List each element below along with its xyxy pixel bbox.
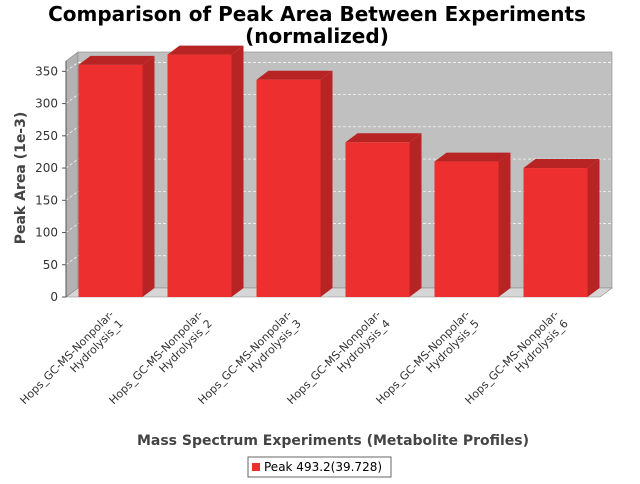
- bar-top: [345, 133, 422, 143]
- bar-top: [523, 159, 600, 169]
- gridline-diagonal: [65, 62, 79, 72]
- bar: [434, 161, 499, 297]
- bar: [345, 142, 410, 297]
- bar-top: [167, 45, 244, 55]
- legend-frame: [247, 456, 392, 478]
- chart-title: Comparison of Peak Area Between Experime…: [48, 2, 586, 26]
- bar-top: [434, 152, 511, 162]
- bar: [523, 168, 588, 297]
- y-tick-label: 300: [35, 97, 58, 111]
- y-tick-label: 150: [35, 193, 58, 207]
- y-axis-label: Peak Area (1e-3): [13, 112, 29, 245]
- bar-top: [78, 55, 155, 65]
- gridline-diagonal: [65, 223, 79, 233]
- bar-side: [231, 45, 244, 297]
- bar-side: [587, 159, 600, 297]
- y-tick-label: 50: [43, 258, 58, 272]
- y-tick-label: 100: [35, 226, 58, 240]
- legend-swatch: [252, 463, 260, 471]
- legend: Peak 493.2(39.728): [247, 456, 392, 478]
- y-tick-label: 250: [35, 129, 58, 143]
- gridline-diagonal: [65, 158, 79, 169]
- plot-back-wall: [77, 51, 613, 289]
- gridline-diagonal: [65, 94, 79, 104]
- bar-side: [142, 55, 155, 297]
- legend-label: Peak 493.2(39.728): [264, 460, 382, 474]
- y-tick-label: 200: [35, 161, 58, 175]
- x-axis-label: Mass Spectrum Experiments (Metabolite Pr…: [137, 433, 529, 449]
- gridline-diagonal: [65, 126, 79, 137]
- bar-top: [256, 70, 333, 80]
- bar: [78, 64, 143, 297]
- bar: [167, 54, 232, 297]
- y-tick-label: 350: [35, 64, 58, 78]
- bar-side: [498, 152, 511, 297]
- gridline-diagonal: [65, 255, 79, 266]
- plot-area: 050100150200250300350Hops_GC-MS-Nonpolar…: [18, 45, 613, 407]
- chart-subtitle: (normalized): [245, 24, 389, 48]
- gridline-diagonal: [65, 191, 79, 201]
- bar: [256, 79, 321, 297]
- bar-side: [409, 133, 422, 297]
- bar-side: [320, 70, 333, 297]
- y-tick-label: 0: [50, 290, 58, 304]
